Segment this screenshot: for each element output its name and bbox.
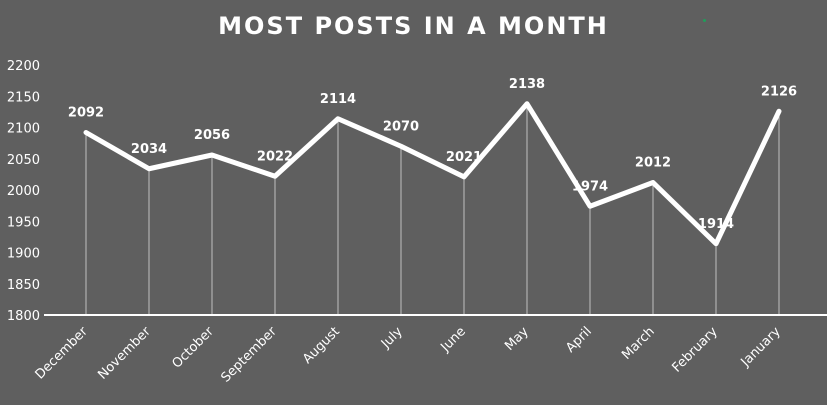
data-label: 2070 [383, 119, 419, 134]
x-tick-label: September [218, 324, 280, 386]
x-tick-label: July [378, 324, 406, 352]
x-tick-label: March [619, 324, 658, 363]
data-label: 2034 [131, 142, 167, 157]
data-label: 2114 [320, 92, 356, 107]
drop-lines [85, 103, 780, 315]
x-tick-label: January [738, 324, 784, 370]
series-line [83, 101, 782, 247]
data-label: 1914 [698, 217, 734, 232]
y-tick-label: 2200 [7, 59, 40, 74]
x-tick-label: November [95, 324, 154, 383]
x-axis: December November October September August Ju… [33, 314, 827, 386]
data-label: 2022 [257, 149, 293, 164]
y-tick-label: 2050 [7, 153, 40, 168]
y-tick-label: 1900 [7, 247, 40, 262]
y-axis: 1800 1850 1900 1950 2000 2050 2100 2150 2200 [7, 59, 40, 324]
chart-title: MOST POSTS IN A MONTH [218, 12, 609, 40]
accent-dot-icon [703, 19, 706, 22]
x-tick-label: April [563, 324, 595, 356]
y-tick-label: 2100 [7, 122, 40, 137]
y-tick-label: 1950 [7, 215, 40, 230]
x-tick-label: June [437, 324, 468, 355]
data-label: 1974 [572, 179, 608, 194]
data-labels: 2092 2034 2056 2022 2114 2070 2021 2138 1974 2012… [68, 77, 797, 232]
y-tick-label: 2000 [7, 184, 40, 199]
data-label: 2126 [761, 84, 797, 99]
data-label: 2138 [509, 77, 545, 92]
x-tick-label: December [33, 324, 92, 383]
y-tick-label: 1800 [7, 309, 40, 324]
x-tick-label: August [300, 324, 343, 367]
data-label: 2012 [635, 156, 671, 171]
data-label: 2092 [68, 106, 104, 121]
data-label: 2056 [194, 128, 230, 143]
data-label: 2021 [446, 150, 482, 165]
y-tick-label: 2150 [7, 90, 40, 105]
x-tick-label: February [669, 324, 721, 376]
y-tick-label: 1850 [7, 278, 40, 293]
x-tick-label: October [169, 324, 217, 372]
series [83, 101, 782, 247]
x-tick-label: May [502, 324, 532, 354]
